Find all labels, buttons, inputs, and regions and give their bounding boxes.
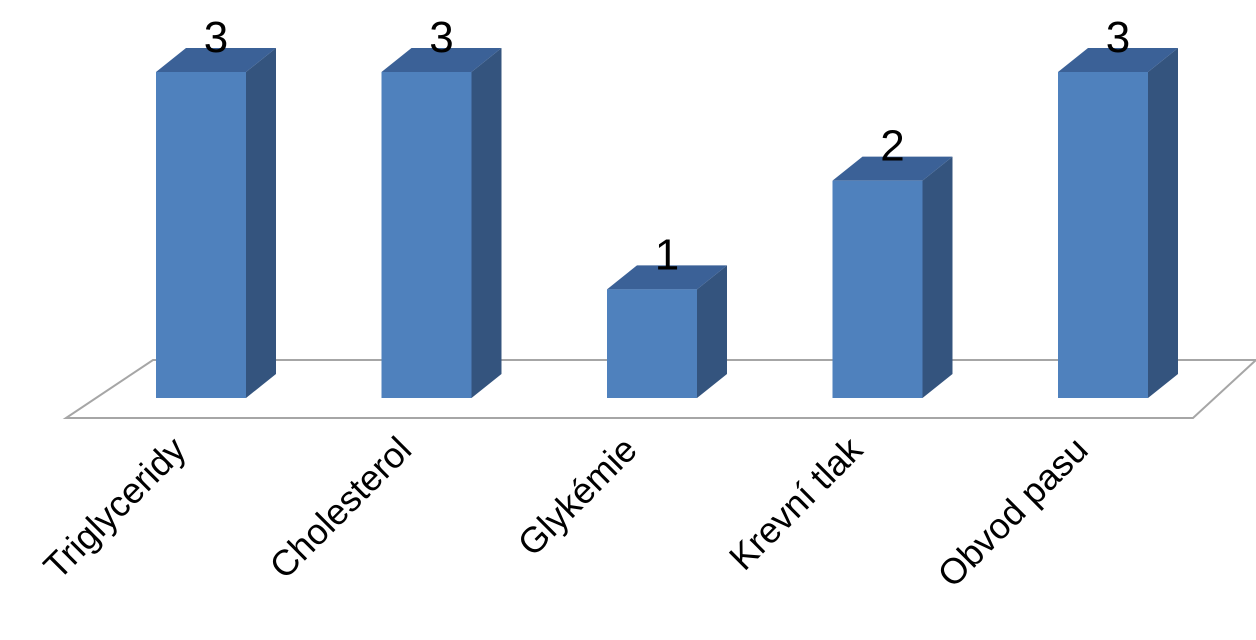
bar-glykemie-top [607,265,727,290]
bar-obvod-pasu-top [1058,48,1178,72]
bar-cholesterol [381,48,502,398]
category-label-glykemie: Glykémie [510,429,645,564]
category-label-triglyceridy: Triglyceridy [35,429,193,587]
bar-triglyceridy-top [156,48,276,72]
value-label-glykemie: 1 [655,230,679,279]
bar-obvod-pasu-front [1058,72,1148,398]
category-label-cholesterol: Cholesterol [261,429,419,587]
bar-glykemie-side [697,265,727,398]
value-label-triglyceridy: 3 [204,13,228,62]
value-label-obvod-pasu: 3 [1106,13,1130,62]
value-label-cholesterol: 3 [429,13,453,62]
bar-krevni-tlak [832,156,953,398]
bar-triglyceridy [156,48,276,398]
bars-group [156,48,1178,398]
bar-cholesterol-side [471,48,502,398]
bar-obvod-pasu [1058,48,1178,398]
bar-krevni-tlak-front [832,180,923,398]
category-label-krevni-tlak: Krevní tlak [721,428,871,578]
bar-triglyceridy-front [156,72,246,398]
value-labels-group: 3 3 1 2 3 [204,13,1130,279]
bar-glykemie [607,265,727,398]
bar-cholesterol-top [381,48,502,72]
bar-krevni-tlak-side [922,156,953,398]
bar-krevni-tlak-top [832,156,953,181]
category-label-obvod-pasu: Obvod pasu [929,429,1095,595]
bar-triglyceridy-side [246,48,276,398]
bar-glykemie-front [607,289,697,398]
bar-obvod-pasu-side [1148,48,1178,398]
value-label-krevni-tlak: 2 [880,122,904,171]
bar-cholesterol-front [381,72,472,398]
category-labels-group: Triglyceridy Cholesterol Glykémie Krevní tl… [35,428,1095,595]
